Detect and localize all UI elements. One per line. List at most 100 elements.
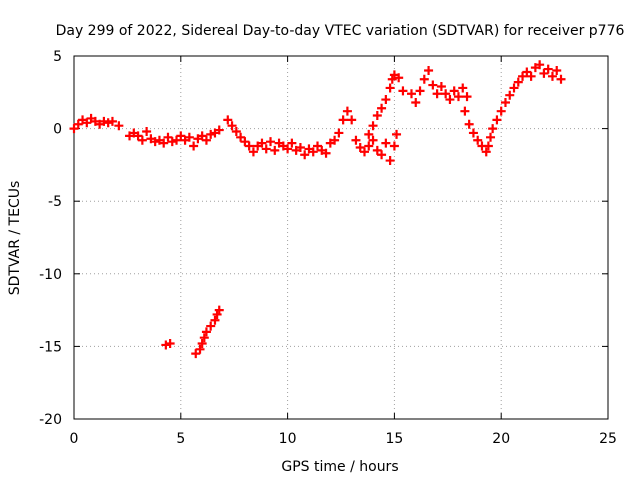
data-point (206, 321, 216, 331)
data-point (381, 138, 391, 148)
data-point (381, 95, 391, 105)
data-point (464, 119, 474, 129)
data-point (69, 124, 79, 134)
y-axis-label: SDTVAR / TECUs (7, 181, 23, 296)
data-point (364, 141, 374, 151)
data-point (372, 111, 382, 121)
data-point (486, 132, 496, 142)
data-point (191, 349, 201, 359)
data-point (424, 66, 434, 76)
data-point (184, 132, 194, 142)
data-point (197, 131, 207, 141)
data-point (82, 118, 92, 128)
data-point (535, 60, 545, 70)
grid (74, 56, 608, 419)
data-point (159, 138, 169, 148)
data-point (392, 129, 402, 139)
data-point (552, 66, 562, 76)
data-point (355, 142, 365, 152)
data-point (460, 106, 470, 116)
data-point (114, 121, 124, 131)
data-point (406, 89, 416, 99)
data-point (334, 128, 344, 138)
x-axis-label: GPS time / hours (281, 459, 398, 475)
x-tick-label: 10 (279, 431, 297, 447)
data-point (248, 147, 258, 157)
data-point (321, 148, 331, 158)
x-tick-label: 5 (176, 431, 185, 447)
data-point (99, 116, 109, 126)
data-point (142, 127, 152, 137)
data-point (73, 119, 83, 129)
data-point (385, 83, 395, 93)
data-point (231, 127, 241, 137)
data-point (468, 128, 478, 138)
data-point (445, 95, 455, 105)
data-point (223, 115, 233, 125)
data-point (547, 71, 557, 81)
data-point (161, 340, 171, 350)
data-point (165, 338, 175, 348)
data-point (167, 137, 177, 147)
data-point (488, 124, 498, 134)
data-point (103, 118, 113, 128)
data-point (522, 67, 532, 77)
data-point (283, 144, 293, 154)
y-tick-label: -20 (39, 412, 62, 428)
data-point (313, 141, 323, 151)
y-tick-label: -5 (48, 194, 62, 210)
data-point (270, 145, 280, 155)
data-point (244, 141, 254, 151)
data-point (257, 138, 267, 148)
data-point (176, 131, 186, 141)
y-tick-label: -15 (39, 339, 62, 355)
data-point (377, 150, 387, 160)
data-point (206, 129, 216, 139)
data-point (449, 86, 459, 96)
data-point (372, 145, 382, 155)
data-point (368, 121, 378, 131)
data-point (364, 129, 374, 139)
chart-title: Day 299 of 2022, Sidereal Day-to-day VTE… (56, 23, 625, 39)
data-point (107, 116, 117, 126)
data-point (543, 64, 553, 74)
data-point (150, 137, 160, 147)
data-point (172, 135, 182, 145)
data-point (436, 81, 446, 91)
data-point (295, 142, 305, 152)
data-point (266, 137, 276, 147)
data-point (201, 327, 211, 337)
data-point (133, 131, 143, 141)
data-point (483, 141, 493, 151)
data-point (462, 92, 472, 102)
data-point (385, 156, 395, 166)
data-point (330, 135, 340, 145)
data-point (342, 106, 352, 116)
data-point (214, 125, 224, 135)
data-point (505, 90, 515, 100)
data-point (419, 74, 429, 84)
data-point (137, 135, 147, 145)
y-tick-label: 5 (53, 49, 62, 65)
data-point (199, 333, 209, 343)
x-tick-label: 25 (599, 431, 617, 447)
data-point (518, 71, 528, 81)
data-point (394, 73, 404, 83)
data-point (201, 135, 211, 145)
data-point (347, 115, 357, 125)
data-point (308, 147, 318, 157)
axis-ticks: 0 5 10 15 20 25 -20 -15 -10 -5 0 5 (39, 49, 617, 447)
data-point (195, 344, 205, 354)
plot-frame (73, 55, 609, 420)
y-tick-label: -10 (39, 267, 62, 283)
data-point (189, 141, 199, 151)
data-point (210, 315, 220, 325)
data-point (481, 147, 491, 157)
data-point (287, 138, 297, 148)
x-tick-label: 0 (70, 431, 79, 447)
data-point (227, 121, 237, 131)
data-point (509, 83, 519, 93)
data-point (240, 137, 250, 147)
